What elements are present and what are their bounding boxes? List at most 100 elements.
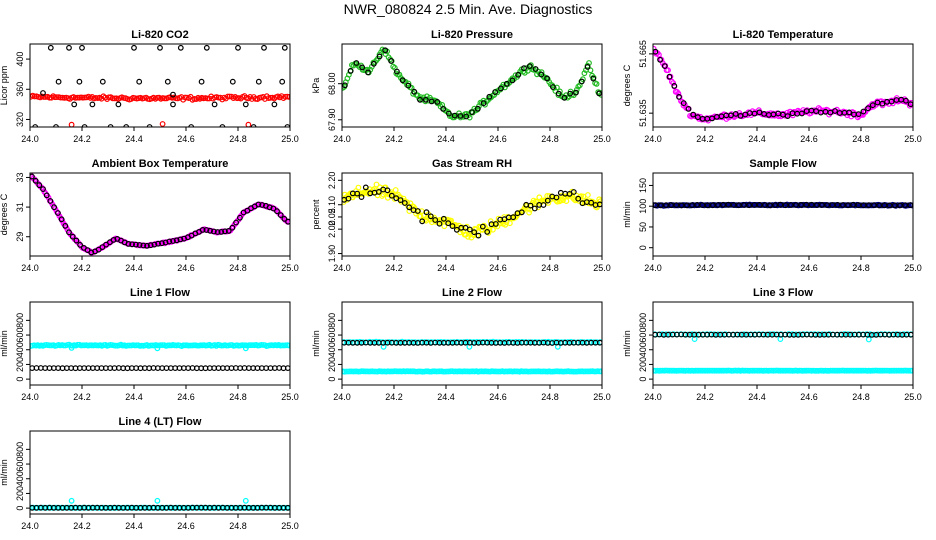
data-point-line3-s3-134 xyxy=(883,367,889,374)
data-point-pressure-s1-36 xyxy=(550,84,556,90)
x-tick-label-sample-3: 24.6 xyxy=(800,263,818,273)
data-point-line2-s3-2 xyxy=(343,368,350,375)
data-point-temperature-s1-44 xyxy=(860,108,867,115)
x-tick-label-temperature-5: 25.0 xyxy=(904,134,922,144)
y-tick-label-line1-2: 400 xyxy=(15,342,25,357)
data-point-sample-s1-24 xyxy=(777,201,784,208)
data-point-line3-s3-131 xyxy=(878,367,884,374)
y-tick-label-ambient-0: 29 xyxy=(15,232,25,242)
data-point-sample-s1-41 xyxy=(865,202,872,209)
data-point-co2-s2-1 xyxy=(47,44,54,51)
x-tick-label-line4-5: 25.0 xyxy=(281,521,299,531)
data-point-temperature-s1-2 xyxy=(661,63,668,69)
y-tick-label-temperature-1: 51.665 xyxy=(638,40,648,68)
data-point-pressure-s1-11 xyxy=(405,82,412,89)
y-tick-label-rh-0: 1.90 xyxy=(327,245,337,263)
y-axis-label-pressure: kPa xyxy=(311,78,321,94)
data-point-ambient-s1-7 xyxy=(55,210,61,216)
data-point-rh-s1-43 xyxy=(527,202,534,209)
data-point-pressure-s1-6 xyxy=(376,53,383,60)
x-tick-label-pressure-0: 24.0 xyxy=(333,134,351,144)
data-point-ambient-s1-32 xyxy=(147,242,154,249)
data-point-pressure-s1-25 xyxy=(486,93,493,100)
panel-title-ambient: Ambient Box Temperature xyxy=(92,158,229,170)
data-point-sample-s1-32 xyxy=(819,201,825,208)
data-point-temperature-s1-8 xyxy=(690,111,697,118)
data-point-ambient-s1-56 xyxy=(236,214,243,221)
data-point-line3-s3-104 xyxy=(831,367,837,374)
panel-title-line3: Line 3 Flow xyxy=(753,287,813,299)
data-point-ambient-s1-48 xyxy=(207,227,214,234)
data-point-ambient-s1-47 xyxy=(203,227,210,233)
x-tick-label-co2-1: 24.2 xyxy=(73,134,91,144)
data-point-sample-s1-6 xyxy=(683,202,690,209)
y-axis-label-line1: ml/min xyxy=(0,330,9,357)
data-point-pressure-s1-28 xyxy=(503,80,510,87)
x-tick-label-temperature-4: 24.8 xyxy=(852,134,870,144)
data-point-co2-s2-20 xyxy=(177,44,184,51)
data-point-rh-s1-14 xyxy=(401,200,408,206)
x-tick-label-co2-5: 25.0 xyxy=(281,134,299,144)
data-point-pressure-s0-166 xyxy=(593,80,600,87)
data-point-rh-s1-29 xyxy=(466,226,473,233)
plot-frame-line3 xyxy=(652,301,914,386)
data-point-rh-s0-30 xyxy=(373,181,380,188)
data-point-ambient-s1-31 xyxy=(144,242,150,249)
data-points-sample xyxy=(653,201,913,209)
chart-panel-sample: Sample Flow ml/min 24.0 24.2 24.4 24.6 24.8 25.… xyxy=(622,158,922,273)
data-point-pressure-s1-7 xyxy=(382,47,389,54)
y-tick-label-rh-3: 2.10 xyxy=(327,196,337,214)
x-tick-label-line3-5: 25.0 xyxy=(904,392,922,402)
data-point-sample-s1-37 xyxy=(845,202,851,209)
data-point-ambient-s1-61 xyxy=(255,201,262,208)
data-point-line1-s1-0 xyxy=(68,345,75,351)
data-point-rh-s1-30 xyxy=(471,229,478,236)
x-tick-label-line4-3: 24.6 xyxy=(177,521,195,531)
data-point-sample-s1-38 xyxy=(850,201,857,208)
data-point-rh-s1-4 xyxy=(358,194,365,201)
data-point-sample-s1-27 xyxy=(793,202,799,208)
data-point-co2-s2-8 xyxy=(79,44,85,51)
y-axis-label-ambient: degrees C xyxy=(0,193,9,235)
data-point-sample-s1-10 xyxy=(704,202,711,209)
chart-panel-line2: Line 2 Flow ml/min 24.0 24.2 24.4 24.6 24.8 25.… xyxy=(311,287,611,402)
x-tick-label-rh-2: 24.4 xyxy=(437,263,455,273)
data-point-co2-s2-18 xyxy=(164,78,171,85)
data-point-pressure-s1-37 xyxy=(555,90,562,97)
data-point-pressure-s1-27 xyxy=(498,85,504,92)
data-point-sample-s1-48 xyxy=(902,202,909,209)
data-point-pressure-s1-34 xyxy=(538,71,545,78)
data-point-co2-s1-0 xyxy=(68,121,75,127)
data-point-line3-s0-24 xyxy=(741,331,747,338)
data-point-sample-s1-46 xyxy=(891,202,898,209)
y-tick-label-line4-2: 400 xyxy=(15,471,25,486)
data-point-co2-s0-14 xyxy=(54,94,60,100)
data-point-ambient-s1-49 xyxy=(210,228,217,235)
y-tick-label-line3-3: 600 xyxy=(638,328,648,343)
data-point-sample-s1-47 xyxy=(897,202,903,209)
plot-frame-line1 xyxy=(29,301,291,386)
x-tick-label-rh-1: 24.2 xyxy=(385,263,403,273)
x-tick-label-rh-4: 24.8 xyxy=(541,263,559,273)
data-point-line3-s3-29 xyxy=(701,367,707,374)
data-point-ambient-s1-28 xyxy=(132,241,139,248)
data-point-line1-s1-1 xyxy=(154,345,161,352)
data-point-line4-s2-59 xyxy=(284,504,290,511)
data-point-temperature-s0-15 xyxy=(670,80,677,86)
x-tick-label-line2-3: 24.6 xyxy=(489,392,507,402)
plot-frame-line4 xyxy=(29,430,291,515)
data-point-co2-s0-68 xyxy=(154,94,161,101)
chart-panel-pressure: Li-820 Pressure kPa 24.0 24.2 24.4 24.6 24.8 25… xyxy=(311,29,611,144)
data-point-co2-s2-23 xyxy=(203,44,210,51)
data-point-sample-s1-18 xyxy=(746,202,753,209)
data-point-ambient-s1-13 xyxy=(77,241,83,248)
data-point-ambient-s1-69 xyxy=(285,218,290,225)
x-tick-label-sample-4: 24.8 xyxy=(852,263,870,273)
data-point-ambient-s1-10 xyxy=(66,229,72,236)
x-tick-label-line3-0: 24.0 xyxy=(644,392,662,402)
data-point-ambient-s1-5 xyxy=(47,198,54,204)
data-point-rh-s1-53 xyxy=(570,189,577,195)
data-point-sample-s1-45 xyxy=(886,202,893,209)
data-point-co2-s0-106 xyxy=(224,93,231,100)
data-point-sample-s1-17 xyxy=(741,202,747,208)
